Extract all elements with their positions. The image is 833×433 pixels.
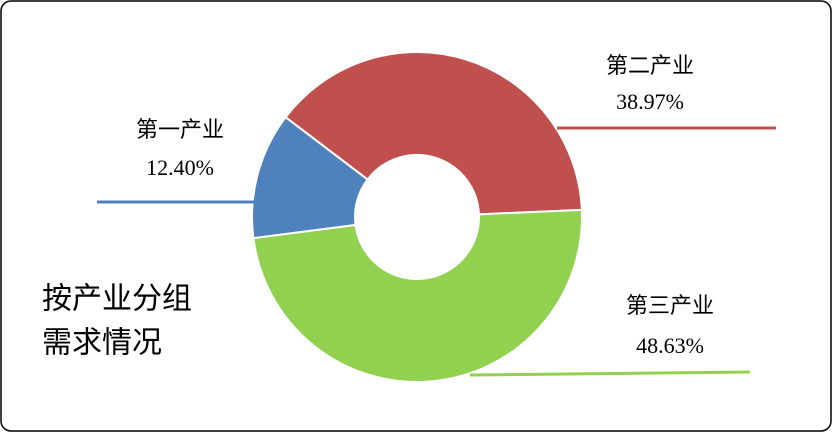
value-label: 48.63% bbox=[636, 333, 704, 358]
donut-segment bbox=[251, 115, 370, 240]
value-label: 38.97% bbox=[616, 89, 684, 114]
donut-segment bbox=[252, 208, 583, 383]
value-label: 12.40% bbox=[146, 155, 214, 180]
category-label: 第三产业 bbox=[626, 293, 714, 318]
donut-segment bbox=[284, 51, 583, 216]
chart-title-line: 按产业分组 bbox=[42, 282, 192, 317]
chart-title-line: 需求情况 bbox=[42, 326, 162, 361]
category-label: 第一产业 bbox=[136, 117, 224, 142]
category-label: 第二产业 bbox=[606, 53, 694, 78]
leader-line bbox=[469, 370, 751, 377]
